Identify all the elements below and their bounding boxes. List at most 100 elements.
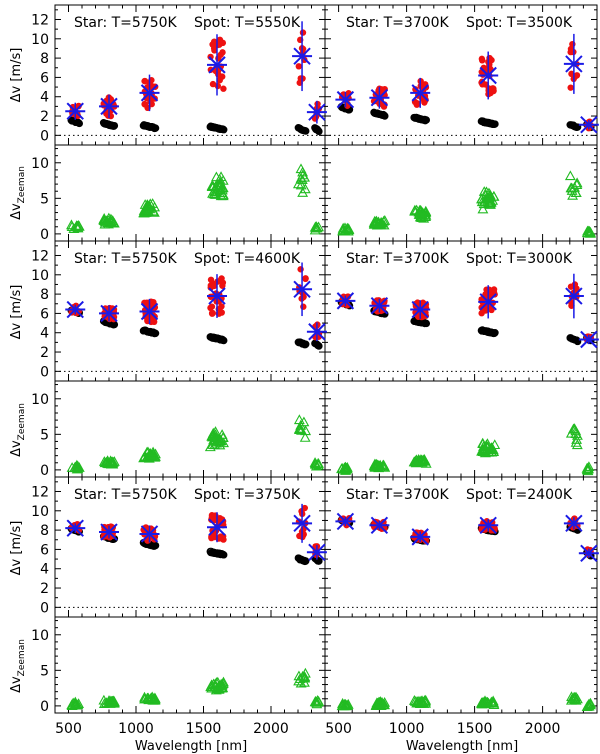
zeeman-point (216, 429, 228, 439)
zeeman-point (571, 177, 583, 188)
unspotted-rv-point (422, 116, 431, 124)
y-tick-label-zeeman: 0 (40, 699, 49, 715)
spotted-rv-point (375, 87, 382, 94)
spotted-rv-point (422, 96, 429, 104)
zeeman-point (66, 219, 77, 230)
zeeman-point (487, 695, 499, 706)
ylabel-zeeman-sub-row0: Zeeman (17, 166, 27, 203)
zeeman-point (217, 190, 229, 201)
zeeman-point (98, 456, 110, 466)
unspotted-rv-point (220, 336, 228, 345)
star-label-r2c0: Star: T=5750K (74, 487, 178, 503)
x-tick-label: 2000 (525, 721, 561, 737)
zeeman-point (98, 214, 110, 225)
spotted-rv-point (295, 63, 303, 70)
zeeman-point (297, 670, 309, 681)
zeeman-point (102, 455, 114, 465)
zeeman-point (210, 426, 221, 436)
spotted-rv-point (141, 77, 148, 85)
spotted-rv-point (211, 282, 218, 290)
unspotted-rv-point (315, 127, 323, 136)
zeeman-point (142, 201, 154, 212)
y-tick-label-rv: 10 (31, 268, 49, 284)
zeeman-point (299, 432, 311, 442)
zeeman-point (369, 458, 381, 469)
zeeman-point (309, 696, 321, 707)
unspotted-rv-point (151, 541, 160, 550)
unspotted-rv-point (302, 557, 310, 565)
zeeman-point (295, 179, 307, 190)
spotted-rv-point (412, 309, 419, 316)
xlabel-left: Wavelength [nm] (135, 739, 247, 754)
unspotted-rv-point (110, 320, 119, 329)
svg-text:ΔvZeeman: ΔvZeeman (9, 403, 27, 457)
zeeman-point (567, 423, 579, 434)
zeeman-point (416, 695, 428, 706)
ylabel-rv-row0: Δv [m/s] (9, 48, 24, 103)
zeeman-point (67, 697, 79, 708)
zeeman-point (208, 678, 220, 689)
ylabel-rv-row2: Δv [m/s] (9, 521, 24, 576)
y-tick-label-rv: 12 (31, 248, 49, 264)
spot-label-r1c0: Spot: T=4600K (194, 251, 301, 267)
zeeman-point (481, 186, 492, 197)
zeeman-frame-r0c0 (54, 144, 326, 242)
zeeman-point (417, 455, 429, 466)
zeeman-point (105, 213, 117, 224)
y-tick-label-zeeman: 5 (40, 427, 49, 443)
spotted-rv-point (418, 313, 425, 321)
star-label-r2c1: Star: T=3700K (346, 487, 450, 503)
zeeman-point (142, 446, 154, 457)
x-tick-label: 1000 (389, 721, 425, 737)
spotted-rv-point (141, 101, 149, 108)
spotted-rv-point (216, 77, 223, 84)
zeeman-point (373, 216, 384, 227)
zeeman-point (147, 198, 159, 208)
zeeman-point (108, 456, 120, 466)
zeeman-point (378, 215, 390, 226)
zeeman-point (570, 437, 582, 447)
y-tick-label-zeeman: 5 (40, 191, 49, 207)
y-tick-label-zeeman: 5 (40, 663, 49, 679)
ylabel-zeeman-row1: Δv (9, 440, 24, 457)
unspotted-rv-point (151, 124, 160, 132)
zeeman-point (584, 225, 595, 236)
spotted-rv-point (218, 309, 225, 316)
x-tick-label: 500 (325, 721, 352, 737)
spotted-rv-point (214, 82, 222, 90)
spotted-rv-point (302, 275, 309, 282)
y-tick-label-rv: 10 (31, 32, 49, 48)
spotted-rv-point (217, 51, 224, 58)
y-tick-label-rv: 4 (40, 326, 49, 342)
spotted-rv-point (297, 75, 304, 82)
y-tick-label-zeeman: 10 (31, 628, 49, 644)
zeeman-point (71, 459, 83, 470)
spotted-rv-point (567, 84, 574, 91)
zeeman-point (340, 698, 351, 709)
y-tick-label-zeeman: 10 (31, 392, 49, 408)
zeeman-point (414, 204, 426, 215)
zeeman-point (98, 694, 110, 705)
y-tick-label-rv: 6 (40, 542, 49, 558)
zeeman-point (313, 221, 324, 232)
zeeman-point (413, 454, 425, 464)
zeeman-point (212, 676, 224, 687)
zeeman-point (570, 691, 582, 702)
zeeman-point (339, 222, 351, 233)
y-tick-label-zeeman: 10 (31, 156, 49, 172)
svg-text:ΔvZeeman: ΔvZeeman (9, 639, 27, 693)
ylabel-rv-row1: Δv [m/s] (9, 285, 24, 340)
star-label-r0c1: Star: T=3700K (346, 15, 450, 31)
unspotted-rv-point (220, 551, 228, 559)
y-tick-label-rv: 2 (40, 109, 49, 125)
spotted-rv-point (208, 309, 216, 317)
spot-label-r2c1: Spot: T=2400K (466, 487, 573, 503)
zeeman-point (341, 223, 353, 234)
zeeman-point (312, 694, 324, 705)
spotted-rv-point (571, 281, 579, 288)
spotted-rv-point (413, 101, 421, 108)
zeeman-point (371, 215, 382, 226)
spot-label-r0c0: Spot: T=5550K (194, 15, 301, 31)
unspotted-rv-point (151, 329, 160, 338)
y-tick-label-rv: 0 (40, 600, 49, 616)
